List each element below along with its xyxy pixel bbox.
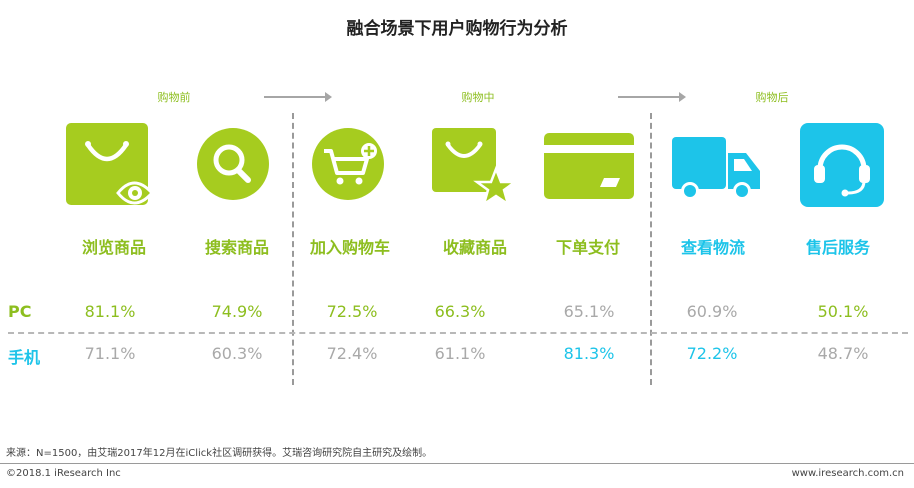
row-label-pc: PC xyxy=(8,302,32,321)
data-label: 65.1% xyxy=(563,302,615,321)
data-label: 72.4% xyxy=(326,344,378,363)
data-label: 50.1% xyxy=(817,302,869,321)
cart-add-icon xyxy=(307,123,393,209)
stage-during-label: 购物中 xyxy=(461,91,495,104)
stage-divider-2 xyxy=(650,113,652,385)
headset-icon xyxy=(800,123,886,209)
row-label-mobile: 手机 xyxy=(8,348,41,367)
category-label-service: 售后服务 xyxy=(805,238,870,257)
card-icon xyxy=(540,123,636,209)
stage-before-label: 购物前 xyxy=(157,91,191,104)
data-label: 71.1% xyxy=(84,344,136,363)
stage-arrow-2 xyxy=(618,92,686,102)
data-label: 74.9% xyxy=(211,302,263,321)
data-label: 72.5% xyxy=(326,302,378,321)
stage-after-label: 购物后 xyxy=(755,91,789,104)
bag-eye-icon xyxy=(66,123,152,209)
copyright: ©2018.1 iResearch Inc xyxy=(6,468,121,479)
bag-star-icon xyxy=(432,123,518,209)
website: www.iresearch.com.cn xyxy=(791,468,904,479)
data-label: 81.1% xyxy=(84,302,136,321)
search-icon xyxy=(192,123,278,209)
category-label-search: 搜索商品 xyxy=(204,238,269,257)
stage-arrow-1 xyxy=(264,92,332,102)
data-label: 60.9% xyxy=(686,302,738,321)
data-label: 81.3% xyxy=(563,344,615,363)
category-label-pay: 下单支付 xyxy=(555,238,620,257)
stage-divider-1 xyxy=(292,113,294,385)
row-divider xyxy=(8,332,908,334)
data-label: 61.1% xyxy=(434,344,486,363)
footer-divider xyxy=(0,463,914,464)
category-label-browse: 浏览商品 xyxy=(81,238,146,257)
data-label: 60.3% xyxy=(211,344,263,363)
category-label-cart: 加入购物车 xyxy=(309,238,390,257)
category-label-favorite: 收藏商品 xyxy=(442,238,507,257)
data-label: 48.7% xyxy=(817,344,869,363)
source-note: 来源：N=1500，由艾瑞2017年12月在iClick社区调研获得。艾瑞咨询研… xyxy=(6,448,433,459)
data-label: 66.3% xyxy=(434,302,486,321)
chart-title: 融合场景下用户购物行为分析 xyxy=(346,19,568,39)
truck-icon xyxy=(670,123,766,209)
data-label: 72.2% xyxy=(686,344,738,363)
category-label-logistics: 查看物流 xyxy=(680,238,745,257)
